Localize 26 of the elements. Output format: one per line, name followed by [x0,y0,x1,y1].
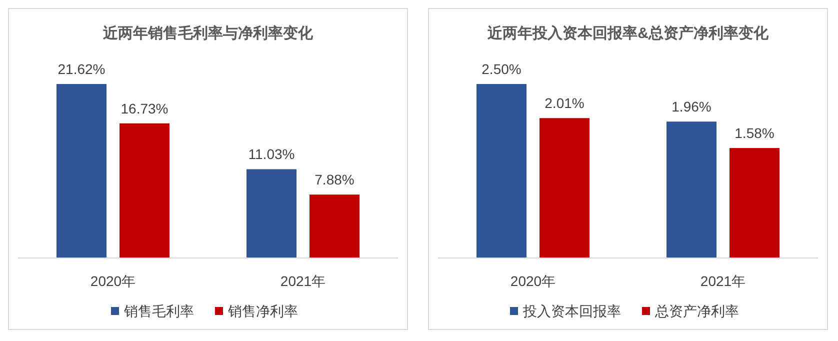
data-label: 11.03% [248,146,295,162]
legend-label: 销售净利率 [227,303,298,319]
legend-label: 总资产净利率 [654,303,739,319]
legend-label: 投入资本回报率 [522,303,621,319]
bar [310,194,360,258]
data-label: 2.01% [544,95,584,112]
legend-label: 销售毛利率 [123,303,194,319]
chart-title: 近两年投入资本回报率&总资产净利率变化 [486,24,770,42]
data-label: 2.50% [482,61,522,77]
chart-title: 近两年销售毛利率与净利率变化 [102,24,314,42]
data-label: 1.96% [672,98,712,115]
data-label: 1.58% [734,125,774,142]
bar [56,84,106,258]
bar [730,148,780,258]
bar [120,123,170,258]
bar [476,84,526,258]
x-tick-label: 2020年 [90,273,136,289]
bar [666,122,716,258]
x-tick-label: 2021年 [700,273,746,289]
bar [246,169,296,258]
x-tick-label: 2020年 [510,273,556,289]
data-label: 21.62% [58,61,106,77]
data-label: 16.73% [120,100,168,116]
data-label: 7.88% [314,172,354,188]
bar [540,118,590,258]
x-tick-label: 2021年 [280,273,326,289]
